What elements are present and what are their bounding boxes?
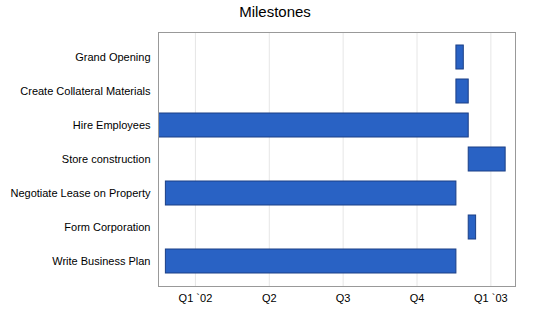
svg-text:Hire Employees: Hire Employees: [73, 119, 151, 131]
html-text:Milestones: Milestones: [239, 3, 311, 20]
svg-text:Grand Opening: Grand Opening: [75, 51, 150, 63]
svg-text:Write Business Plan: Write Business Plan: [52, 255, 150, 267]
svg-text:Negotiate Lease on Property: Negotiate Lease on Property: [10, 187, 151, 199]
svg-text:Create Collateral Materials: Create Collateral Materials: [20, 85, 151, 97]
svg-text:Q4: Q4: [410, 292, 425, 304]
svg-text:Q1 `02: Q1 `02: [179, 292, 213, 304]
svg-text:Form Corporation: Form Corporation: [64, 221, 150, 233]
svg-text:Store construction: Store construction: [62, 153, 151, 165]
svg-text:Q1 `03: Q1 `03: [474, 292, 508, 304]
svg-text:Q3: Q3: [336, 292, 351, 304]
svg-text:Q2: Q2: [262, 292, 277, 304]
